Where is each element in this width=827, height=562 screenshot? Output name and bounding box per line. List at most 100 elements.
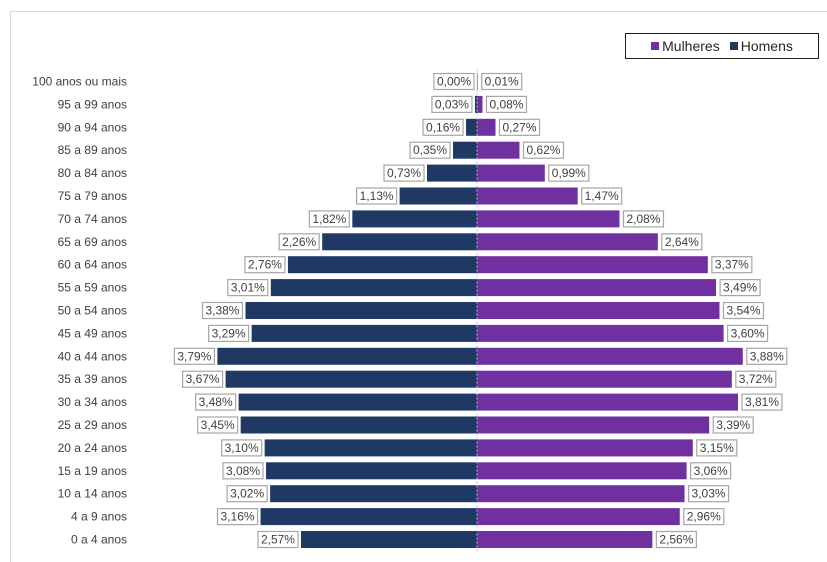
data-label-box-male bbox=[244, 256, 286, 274]
data-label-box-male bbox=[422, 118, 464, 136]
bar-male bbox=[266, 462, 477, 480]
bar-male bbox=[264, 439, 477, 457]
data-label-male: 2,26% bbox=[282, 235, 316, 249]
bar-female bbox=[477, 393, 738, 411]
category-label: 15 a 19 anos bbox=[58, 464, 127, 478]
data-label-box-male bbox=[431, 95, 473, 114]
data-label-box-female bbox=[522, 141, 565, 159]
bar-male bbox=[426, 164, 477, 182]
chart-frame bbox=[10, 11, 827, 562]
legend-item-female: Mulheres bbox=[651, 38, 720, 54]
data-label-box-female bbox=[683, 508, 725, 526]
data-label-box-male bbox=[182, 370, 224, 388]
data-label-box-female bbox=[719, 279, 761, 297]
bar-male bbox=[352, 210, 477, 228]
data-label-box-female bbox=[722, 301, 765, 320]
data-label-box-male bbox=[222, 462, 264, 480]
data-label-male: 0,03% bbox=[435, 97, 469, 111]
legend: Mulheres Homens bbox=[625, 33, 819, 59]
bar-female bbox=[477, 485, 685, 503]
data-label-box-female bbox=[485, 95, 528, 114]
data-label-male: 0,35% bbox=[413, 143, 447, 157]
category-label: 40 a 44 anos bbox=[58, 349, 127, 363]
data-label-box-male bbox=[383, 164, 425, 182]
data-label-box-female bbox=[741, 393, 783, 411]
data-label-box-female bbox=[746, 347, 788, 365]
bar-male bbox=[217, 347, 477, 365]
bar-male bbox=[474, 95, 477, 113]
data-label-box-male bbox=[221, 439, 263, 457]
category-label: 50 a 54 anos bbox=[58, 304, 127, 318]
legend-label-male: Homens bbox=[740, 38, 793, 54]
data-label-box-female bbox=[581, 187, 623, 205]
data-label-box-male bbox=[278, 233, 320, 251]
data-label-box-male bbox=[216, 508, 259, 526]
category-label: 4 a 9 anos bbox=[71, 510, 127, 524]
bar-male bbox=[260, 508, 477, 526]
data-label-box-female bbox=[735, 370, 777, 388]
category-label: 35 a 39 anos bbox=[58, 372, 127, 386]
bar-female bbox=[477, 531, 653, 548]
data-label-female: 3,39% bbox=[716, 418, 750, 432]
category-label: 25 a 29 anos bbox=[58, 418, 127, 432]
bar-female bbox=[477, 279, 717, 297]
bar-male bbox=[322, 233, 477, 251]
data-label-box-female bbox=[498, 118, 541, 136]
category-label: 30 a 34 anos bbox=[58, 395, 127, 409]
bar-female bbox=[477, 462, 687, 480]
category-label: 45 a 49 anos bbox=[58, 326, 127, 340]
data-label-box-male bbox=[173, 347, 215, 365]
data-label-male: 3,02% bbox=[230, 487, 264, 501]
data-label-box-male bbox=[226, 485, 268, 503]
bar-female bbox=[477, 302, 720, 319]
data-label-box-male bbox=[227, 279, 269, 297]
data-label-female: 3,81% bbox=[745, 395, 779, 409]
category-label: 85 a 89 anos bbox=[58, 143, 127, 157]
category-label: 0 a 4 anos bbox=[71, 533, 127, 547]
bar-female bbox=[477, 95, 483, 113]
data-label-box-male bbox=[257, 530, 299, 549]
bar-male bbox=[453, 141, 477, 159]
data-label-male: 2,76% bbox=[248, 258, 282, 272]
data-label-box-female bbox=[548, 164, 590, 182]
data-label-box-female bbox=[690, 462, 732, 480]
data-label-box-male bbox=[197, 416, 239, 434]
bar-male bbox=[245, 302, 477, 319]
data-label-male: 3,45% bbox=[201, 418, 235, 432]
data-label-box-female bbox=[655, 530, 697, 549]
data-label-box-female bbox=[481, 72, 523, 91]
data-label-female: 3,49% bbox=[723, 281, 757, 295]
data-label-box-female bbox=[661, 233, 703, 251]
data-label-box-male bbox=[355, 187, 398, 205]
data-label-male: 3,16% bbox=[221, 510, 255, 524]
bar-female bbox=[477, 164, 545, 182]
category-label: 95 a 99 anos bbox=[58, 97, 127, 111]
data-label-female: 3,72% bbox=[739, 372, 773, 386]
category-label: 20 a 24 anos bbox=[58, 441, 127, 455]
data-label-box-female bbox=[726, 324, 769, 342]
data-label-box-male bbox=[201, 301, 244, 320]
data-label-box-female bbox=[711, 256, 753, 274]
data-label-box-male bbox=[308, 210, 350, 228]
data-label-box-female bbox=[696, 439, 738, 457]
bar-female bbox=[477, 324, 724, 342]
bar-female bbox=[477, 141, 520, 159]
data-label-box-female bbox=[687, 485, 730, 503]
category-label: 75 a 79 anos bbox=[58, 189, 127, 203]
legend-label-female: Mulheres bbox=[662, 38, 720, 54]
data-label-female: 2,08% bbox=[626, 212, 660, 226]
data-label-male: 1,13% bbox=[360, 189, 394, 203]
data-label-box-male bbox=[208, 324, 250, 342]
bar-male bbox=[238, 393, 477, 411]
bar-female bbox=[477, 118, 496, 136]
bar-male bbox=[270, 279, 477, 297]
data-label-male: 3,01% bbox=[231, 281, 265, 295]
bar-female bbox=[477, 187, 578, 205]
bar-female bbox=[477, 256, 708, 274]
data-label-box-male bbox=[195, 393, 237, 411]
bar-female bbox=[477, 508, 680, 526]
data-label-female: 3,54% bbox=[726, 304, 760, 318]
data-label-male: 2,57% bbox=[261, 533, 295, 547]
category-label: 10 a 14 anos bbox=[58, 487, 127, 501]
bar-male bbox=[287, 256, 477, 274]
